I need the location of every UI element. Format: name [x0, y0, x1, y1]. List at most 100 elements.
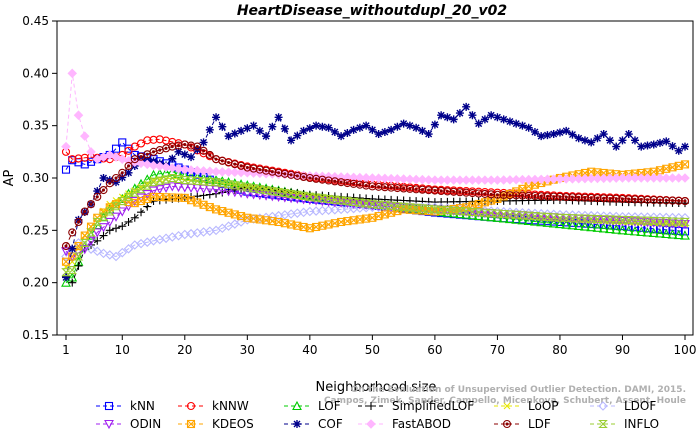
- legend-marker-ldf: [502, 419, 512, 429]
- data-point-lof: [655, 228, 665, 238]
- data-point-cof: [343, 128, 352, 137]
- data-point-ldf: [587, 193, 596, 202]
- data-point-ldf: [105, 179, 114, 188]
- data-point-inflo: [442, 206, 453, 215]
- data-point-inflo: [667, 217, 678, 226]
- data-point-ldf: [455, 188, 464, 197]
- legend-item-inflo: INFLO: [590, 417, 659, 431]
- legend-label: KDEOS: [212, 417, 254, 431]
- data-point-cof: [293, 131, 302, 140]
- legend-label: INFLO: [624, 417, 659, 431]
- data-point-lof: [592, 222, 603, 232]
- legend-item-fastabod: FastABOD: [358, 417, 451, 431]
- legend-label: COF: [318, 417, 343, 431]
- data-point-inflo: [598, 215, 609, 224]
- data-point-cof: [180, 150, 189, 159]
- data-point-inflo: [211, 178, 221, 187]
- data-point-cof: [93, 187, 102, 196]
- data-point-lof: [623, 225, 634, 235]
- data-point-fastabod: [79, 131, 90, 141]
- data-point-cof: [612, 142, 621, 151]
- series-ldof: [61, 202, 690, 262]
- data-point-lof: [167, 166, 178, 176]
- data-point-fastabod: [661, 173, 672, 183]
- data-point-inflo: [367, 200, 378, 209]
- data-point-ldf: [562, 192, 571, 202]
- data-point-cof: [387, 125, 396, 134]
- data-point-lof: [548, 218, 559, 228]
- data-point-ldf: [193, 142, 202, 151]
- x-tick-label: 40: [302, 343, 317, 357]
- legend-label: LDF: [528, 417, 551, 431]
- data-point-ldof: [561, 210, 571, 220]
- data-point-inflo: [623, 216, 634, 225]
- data-point-cof: [593, 134, 602, 143]
- data-point-inflo: [548, 213, 559, 222]
- data-point-cof: [405, 121, 414, 130]
- data-point-inflo: [567, 214, 578, 223]
- data-point-inflo: [104, 207, 115, 216]
- data-point-ldf: [312, 174, 321, 183]
- data-point-fastabod: [536, 174, 546, 185]
- data-point-lof: [536, 217, 547, 227]
- data-point-fastabod: [592, 173, 603, 184]
- data-point-inflo: [79, 238, 90, 247]
- data-point-inflo: [611, 215, 622, 224]
- data-point-cof: [437, 111, 446, 120]
- data-point-inflo: [461, 207, 471, 216]
- data-point-ldf: [493, 190, 502, 199]
- data-point-ldf: [280, 169, 289, 178]
- data-point-ldf: [274, 168, 283, 177]
- legend-item-knn: kNN: [96, 399, 155, 413]
- data-point-inflo: [86, 228, 96, 237]
- data-point-inflo: [136, 185, 146, 194]
- data-point-cof: [424, 130, 433, 139]
- data-point-cof: [374, 130, 383, 139]
- data-point-ldf: [418, 185, 427, 194]
- data-point-cof: [255, 126, 264, 135]
- data-point-cof: [568, 130, 577, 139]
- data-point-cof: [212, 113, 221, 122]
- data-point-fastabod: [486, 175, 496, 185]
- data-point-inflo: [323, 194, 334, 204]
- data-point-cof: [474, 119, 483, 128]
- legend-item-kdeos: KDEOS: [178, 417, 254, 431]
- data-point-inflo: [111, 202, 121, 211]
- data-point-inflo: [92, 217, 103, 227]
- data-point-ldf: [649, 195, 658, 205]
- data-point-ldf: [268, 167, 277, 176]
- data-point-ldof: [598, 211, 609, 221]
- data-point-fastabod: [598, 173, 609, 184]
- data-point-cof: [230, 129, 239, 138]
- data-point-ldf: [111, 173, 121, 183]
- data-point-cof: [480, 115, 489, 124]
- data-point-fastabod: [517, 174, 528, 185]
- data-point-ldf: [405, 184, 414, 193]
- data-point-fastabod: [617, 173, 628, 183]
- y-tick-label: 0.45: [22, 14, 49, 28]
- data-point-ldof: [86, 244, 96, 254]
- data-point-cof: [412, 123, 421, 132]
- data-point-ldof: [98, 248, 109, 259]
- data-point-fastabod: [473, 175, 484, 185]
- data-point-knnw: [136, 139, 146, 148]
- data-point-inflo: [555, 213, 565, 222]
- data-point-inflo: [498, 209, 509, 219]
- y-tick-label: 0.40: [22, 66, 49, 80]
- data-point-inflo: [179, 176, 190, 185]
- data-point-cof: [174, 147, 183, 156]
- data-point-inflo: [142, 181, 153, 190]
- data-point-cof: [262, 132, 271, 141]
- data-point-cof: [199, 138, 208, 147]
- data-point-fastabod: [86, 147, 96, 157]
- data-point-lof: [661, 228, 672, 239]
- data-point-odin: [254, 190, 265, 201]
- data-point-inflo: [311, 193, 321, 202]
- data-point-fastabod: [211, 166, 221, 177]
- data-point-cof: [318, 122, 327, 131]
- data-point-ldf: [337, 178, 346, 187]
- data-point-fastabod: [430, 175, 440, 185]
- data-point-fastabod: [623, 173, 634, 183]
- data-point-fastabod: [217, 167, 228, 177]
- data-point-ldf: [393, 183, 402, 193]
